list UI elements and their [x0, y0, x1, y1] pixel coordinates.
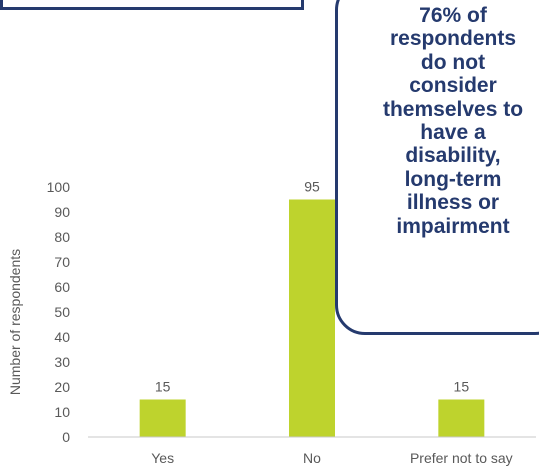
- y-tick-label: 90: [54, 204, 70, 220]
- bar-data-label: 15: [454, 379, 470, 395]
- x-tick-label: Prefer not to say: [410, 450, 513, 466]
- y-axis-ticks: 0 10 20 30 40 50 60 70 80 90 100: [47, 179, 71, 445]
- y-tick-label: 100: [47, 179, 71, 195]
- y-tick-label: 40: [54, 329, 70, 345]
- bar: [289, 199, 335, 437]
- y-tick-label: 10: [54, 404, 70, 420]
- y-tick-label: 70: [54, 254, 70, 270]
- header-frame: [0, 0, 304, 10]
- y-tick-label: 50: [54, 304, 70, 320]
- bar-data-label: 95: [304, 179, 320, 195]
- y-tick-label: 80: [54, 229, 70, 245]
- bar-data-label: 15: [155, 379, 171, 395]
- x-axis-category-labels: Yes No Prefer not to say: [151, 450, 512, 466]
- y-tick-label: 0: [62, 429, 70, 445]
- x-tick-label: Yes: [151, 450, 174, 466]
- y-tick-label: 60: [54, 279, 70, 295]
- x-tick-label: No: [303, 450, 321, 466]
- y-tick-label: 20: [54, 379, 70, 395]
- bars: [139, 199, 485, 437]
- bar-data-labels: 15 95 15: [155, 179, 469, 395]
- bar: [139, 399, 186, 437]
- y-tick-label: 30: [54, 354, 70, 370]
- callout-text: 76% of respondents do not consider thems…: [382, 4, 524, 238]
- bar: [438, 399, 485, 437]
- callout-box: [335, 0, 539, 335]
- y-axis-title: Number of respondents: [7, 249, 23, 395]
